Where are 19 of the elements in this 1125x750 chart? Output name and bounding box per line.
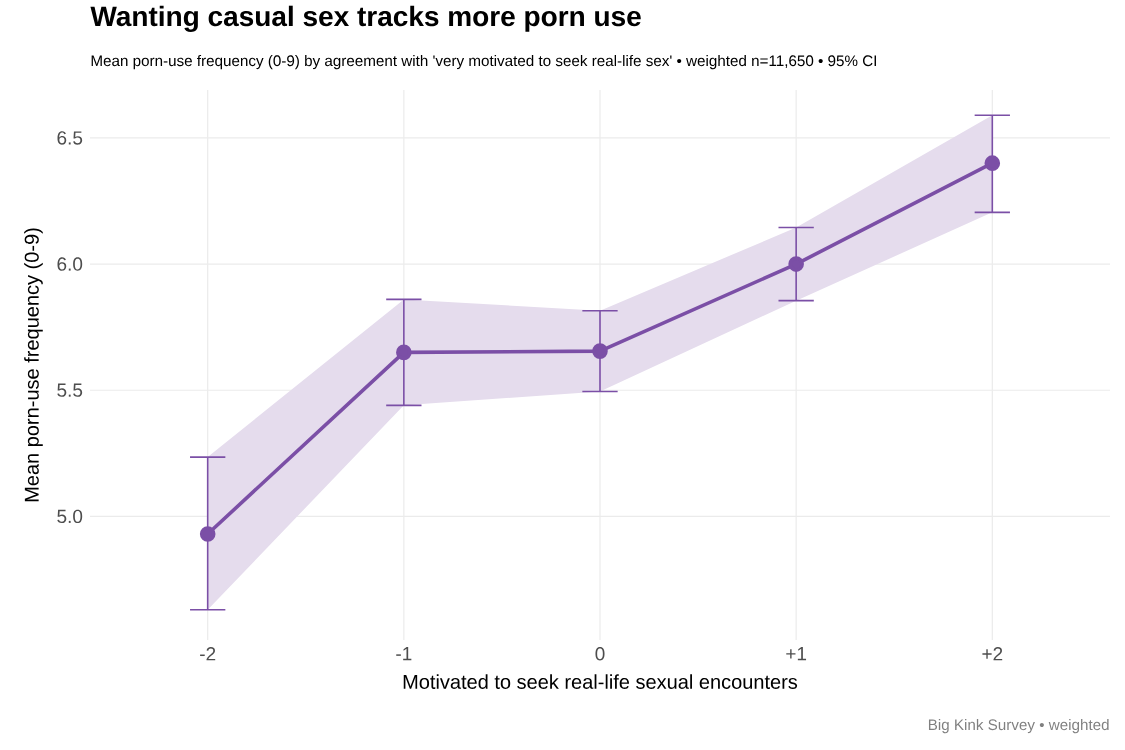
point [396,344,412,361]
x-axis-title: Motivated to seek real-life sexual encounters [403,674,798,689]
chart-subtitle: Mean porn-use frequency (0-9) by agreement with 'very motivated to seek real-life sex' • weighted n=11,650 • 95% CI [91,54,876,70]
x-tick-label: +1 [786,647,807,661]
x-tick-label: +2 [982,647,1003,661]
y-tick-label: 6.5 [57,131,83,145]
point [592,343,608,359]
x-tick-label: 0 [595,647,605,661]
point [984,155,1001,171]
point [788,256,804,272]
y-tick-label: 5.0 [57,509,83,524]
y-tick-label: 6.0 [57,257,83,271]
text: Big Kink Survey • weighted [928,718,1109,734]
x-tick-label: -1 [396,647,412,661]
y-tick-label: 5.5 [57,383,83,397]
x-tick-label: -2 [200,647,216,661]
y-axis-title: Mean porn-use frequency (0-9) [24,228,43,502]
chart-title: Wanting casual sex tracks more porn use [90,5,641,32]
point [199,526,216,542]
